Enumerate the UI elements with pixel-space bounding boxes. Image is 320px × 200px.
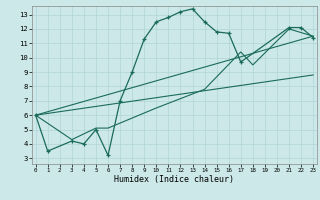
X-axis label: Humidex (Indice chaleur): Humidex (Indice chaleur) xyxy=(115,175,234,184)
